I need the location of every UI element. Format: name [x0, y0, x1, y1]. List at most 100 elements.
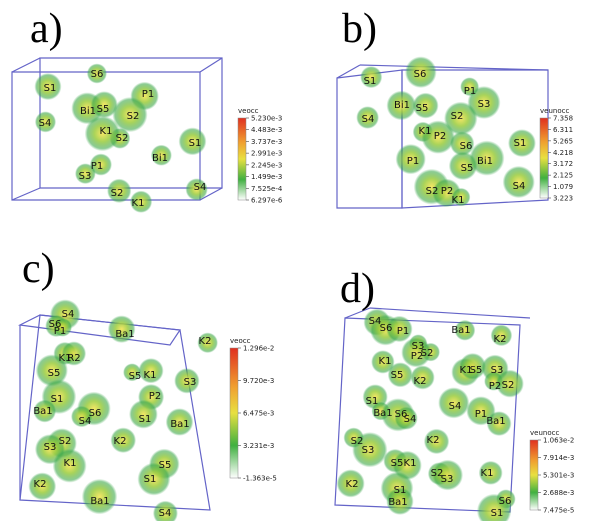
density-blob	[490, 324, 513, 347]
atom-label: S6	[91, 69, 104, 80]
cell	[17, 314, 182, 346]
atom-label: S2	[451, 111, 464, 122]
atom-label: S2	[111, 188, 124, 199]
density-blob	[107, 315, 136, 344]
density-blob	[387, 362, 413, 388]
atom-label: P1	[142, 89, 154, 100]
density-blob	[476, 493, 512, 521]
atom-label: S1	[44, 83, 57, 94]
density-blob	[451, 187, 471, 207]
atom-label: S5	[391, 458, 404, 469]
atom-label: S3	[491, 365, 504, 376]
density-blob	[34, 72, 62, 101]
panel-label: c)	[22, 246, 55, 292]
density-blob	[81, 478, 118, 515]
atom-label: K2	[114, 436, 127, 447]
atom-label: S2	[351, 436, 364, 447]
cell	[359, 64, 549, 71]
density-blob	[185, 178, 208, 201]
atom-label: Ba1	[486, 416, 505, 427]
colorbar-tick-label: 7.914e-3	[543, 454, 574, 462]
atom-label: P1	[475, 409, 487, 420]
atom-label: S3	[44, 442, 57, 453]
atom-label: Bi1	[80, 106, 96, 117]
density-blob	[107, 178, 132, 203]
colorbar-tick-label: 5.301e-3	[543, 472, 574, 480]
atom-label: S1	[364, 76, 377, 87]
atom-label: K1	[144, 370, 157, 381]
density-blob	[129, 399, 158, 429]
density-blob	[356, 106, 379, 129]
atom-label: S4	[513, 181, 526, 192]
density-blob	[454, 319, 476, 341]
colorbar-tick-label: 6.475e-3	[243, 410, 274, 418]
colorbar-tick-label: 3.172	[553, 160, 573, 168]
atom-label: S4	[362, 114, 375, 125]
density-blob	[74, 163, 96, 185]
colorbar-tick-label: 5.265	[553, 137, 573, 145]
atom-label: S4	[79, 416, 92, 427]
density-blob	[394, 406, 418, 430]
atom-label: K1	[460, 365, 473, 376]
density-blob	[89, 153, 112, 176]
atom-label: S3	[412, 341, 425, 352]
colorbar-title: veunocc	[530, 429, 559, 437]
density-blob	[421, 120, 455, 154]
atom-label: S1	[51, 394, 64, 405]
atom-label: P2	[411, 351, 423, 362]
atom-label: K1	[132, 198, 145, 209]
colorbar-tick-label: 5.230e-3	[251, 115, 282, 123]
colorbar	[539, 117, 549, 199]
density-blob	[371, 350, 395, 374]
density-blob	[386, 487, 414, 515]
atom-label: S3	[441, 474, 454, 485]
density-blob	[138, 358, 164, 384]
panel-label: d)	[340, 266, 375, 312]
colorbar-tick-label: 2.125	[553, 172, 573, 180]
colorbar-tick-label: 6.297e-6	[251, 197, 283, 205]
cell	[344, 307, 371, 319]
colorbar-title: veunocc	[540, 107, 569, 115]
atom-label: S5	[48, 368, 61, 379]
atom-label: S4	[159, 508, 172, 519]
panel-label: b)	[342, 6, 377, 52]
density-blob	[52, 448, 87, 483]
density-blob	[174, 368, 200, 394]
colorbar-tick-label: 1.063e-2	[543, 437, 574, 445]
colorbar-title: veocc	[230, 337, 251, 345]
atom-label: S5	[461, 163, 474, 174]
panel-label: a)	[30, 6, 63, 52]
atom-label: S6	[380, 323, 393, 334]
cell	[11, 57, 41, 73]
atom-label: S1	[144, 474, 157, 485]
atom-label: S5	[159, 460, 172, 471]
atom-label: S4	[39, 118, 52, 129]
atom-label: Ba1	[373, 408, 392, 419]
atom-label: S5	[416, 103, 429, 114]
atom-label: S6	[414, 69, 427, 80]
atom-label: S1	[139, 414, 152, 425]
colorbar-tick-label: 2.688e-3	[543, 489, 574, 497]
density-blob	[33, 399, 57, 423]
atom-label: K1	[419, 126, 432, 137]
colorbar	[237, 117, 247, 201]
atom-label: S5	[97, 104, 110, 115]
density-blob	[478, 460, 503, 485]
density-blob	[84, 115, 121, 152]
colorbar-tick-label: 1.296e-2	[243, 345, 274, 353]
density-blob	[401, 337, 432, 368]
atom-label: S6	[89, 408, 102, 419]
atom-label: P2	[489, 381, 501, 392]
atom-label: Ba1	[33, 406, 52, 417]
atom-label: Ba1	[388, 497, 407, 508]
colorbar-tick-label: 7.525e-4	[251, 185, 283, 193]
density-blob	[459, 352, 487, 380]
atom-label: S2	[426, 186, 439, 197]
atom-label: K2	[427, 435, 440, 446]
density-blob	[197, 332, 218, 354]
colorbar-tick-label: 4.483e-3	[251, 126, 282, 134]
density-blob	[112, 96, 148, 133]
cell	[336, 69, 403, 209]
atom-label: S1	[491, 508, 504, 519]
